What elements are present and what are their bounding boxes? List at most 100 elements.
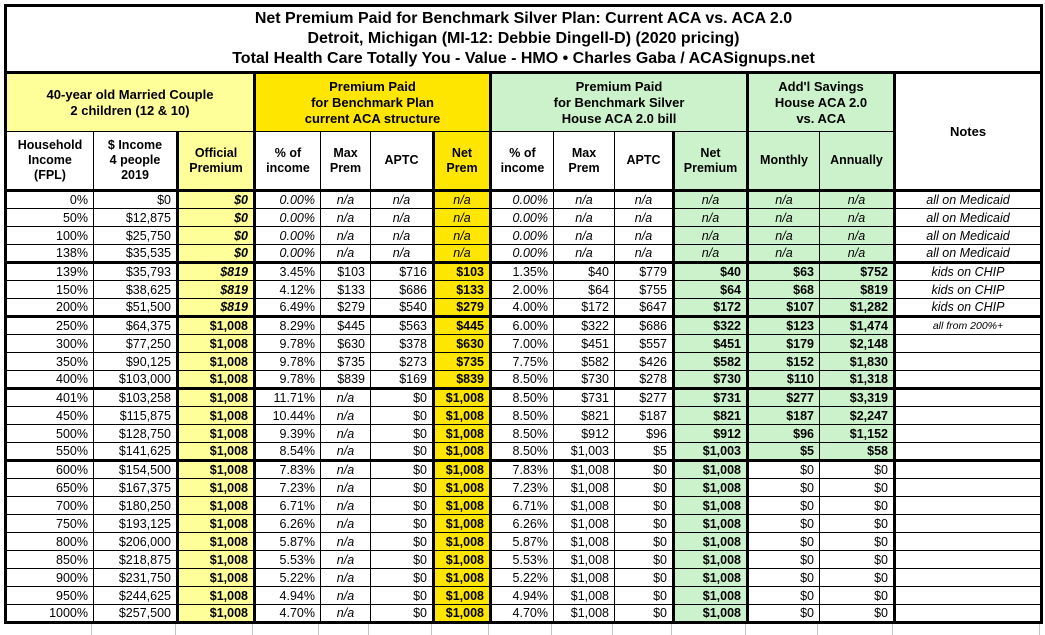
cell-1000%-monthly-savings: $0 bbox=[747, 604, 820, 624]
cell-700%-aca-pct-income: 6.71% bbox=[254, 496, 321, 515]
cell-400%-aca20-net-premium: $730 bbox=[672, 370, 749, 390]
cell-600%-aca20-pct-income: 7.83% bbox=[490, 460, 554, 479]
cell-100%-notes: all on Medicaid bbox=[894, 226, 1042, 245]
cell-250%-aca20-net-premium: $322 bbox=[672, 316, 749, 335]
cell-50%-aca-net-prem: n/a bbox=[432, 208, 492, 227]
cell-900%-aca20-aptc: $0 bbox=[614, 568, 674, 587]
cell-800%-fpl: 800% bbox=[5, 532, 94, 551]
header-official-premium: Official Premium bbox=[176, 131, 256, 192]
cell-800%-aca-aptc: $0 bbox=[370, 532, 434, 551]
title-line-1: Net Premium Paid for Benchmark Silver Pl… bbox=[254, 10, 793, 27]
cell-700%-aca-max-prem: n/a bbox=[320, 496, 371, 515]
cell-139%-monthly-savings: $63 bbox=[747, 262, 820, 281]
cell-0%-fpl: 0% bbox=[5, 190, 94, 209]
table-row: 900% $231,750 $1,008 5.22% n/a $0 $1,008 5.22% $… bbox=[5, 568, 1042, 587]
cell-139%-aca-aptc: $716 bbox=[370, 262, 434, 281]
cell-300%-aca20-pct-income: 7.00% bbox=[490, 334, 554, 353]
cell-950%-annual-savings: $0 bbox=[819, 586, 896, 605]
cell-400%-annual-savings: $1,318 bbox=[819, 370, 896, 390]
cell-150%-notes: kids on CHIP bbox=[894, 280, 1042, 299]
cell-750%-annual-savings: $0 bbox=[819, 514, 896, 533]
gridline-segment bbox=[253, 624, 319, 635]
cell-900%-annual-savings: $0 bbox=[819, 568, 896, 587]
cell-500%-monthly-savings: $96 bbox=[747, 424, 820, 443]
cell-138%-notes: all on Medicaid bbox=[894, 244, 1042, 264]
cell-139%-notes: kids on CHIP bbox=[894, 262, 1042, 281]
cell-650%-aca-aptc: $0 bbox=[370, 478, 434, 497]
cell-550%-aca-net-prem: $1,008 bbox=[432, 442, 492, 462]
cell-350%-income: $90,125 bbox=[93, 352, 178, 371]
cell-50%-aca-max-prem: n/a bbox=[320, 208, 371, 227]
cell-700%-annual-savings: $0 bbox=[819, 496, 896, 515]
cell-650%-monthly-savings: $0 bbox=[747, 478, 820, 497]
cell-600%-monthly-savings: $0 bbox=[747, 460, 820, 479]
cell-350%-fpl: 350% bbox=[5, 352, 94, 371]
cell-700%-aca20-max-prem: $1,008 bbox=[553, 496, 615, 515]
cell-600%-aca-max-prem: n/a bbox=[320, 460, 371, 479]
cell-0%-official-premium: $0 bbox=[176, 190, 256, 209]
column-header-row: Household Income (FPL) $ Income 4 people… bbox=[5, 131, 1042, 192]
cell-0%-monthly-savings: n/a bbox=[747, 190, 820, 209]
gridline-segment bbox=[176, 624, 253, 635]
cell-1000%-aca20-aptc: $0 bbox=[614, 604, 674, 624]
cell-1000%-notes bbox=[894, 604, 1042, 624]
header-group-addl-savings: Add'l Savings House ACA 2.0 vs. ACA bbox=[747, 72, 896, 132]
cell-750%-aca-aptc: $0 bbox=[370, 514, 434, 533]
cell-150%-monthly-savings: $68 bbox=[747, 280, 820, 299]
cell-550%-income: $141,625 bbox=[93, 442, 178, 462]
cell-300%-aca-net-prem: $630 bbox=[432, 334, 492, 353]
cell-401%-notes bbox=[894, 388, 1042, 407]
cell-750%-aca-net-prem: $1,008 bbox=[432, 514, 492, 533]
table-row: 800% $206,000 $1,008 5.87% n/a $0 $1,008 5.87% $… bbox=[5, 532, 1042, 551]
cell-500%-aca20-max-prem: $912 bbox=[553, 424, 615, 443]
table-row: 650% $167,375 $1,008 7.23% n/a $0 $1,008 7.23% $… bbox=[5, 478, 1042, 497]
cell-650%-aca-net-prem: $1,008 bbox=[432, 478, 492, 497]
table-row: 600% $154,500 $1,008 7.83% n/a $0 $1,008 7.83% $… bbox=[5, 460, 1042, 479]
cell-200%-annual-savings: $1,282 bbox=[819, 298, 896, 318]
cell-850%-aca20-net-premium: $1,008 bbox=[672, 550, 749, 569]
cell-450%-aca-pct-income: 10.44% bbox=[254, 406, 321, 425]
cell-200%-aca-pct-income: 6.49% bbox=[254, 298, 321, 318]
cell-300%-aca20-net-premium: $451 bbox=[672, 334, 749, 353]
cell-250%-income: $64,375 bbox=[93, 316, 178, 335]
cell-850%-aca-aptc: $0 bbox=[370, 550, 434, 569]
cell-401%-fpl: 401% bbox=[5, 388, 94, 407]
cell-1000%-fpl: 1000% bbox=[5, 604, 94, 624]
cell-500%-aca20-net-premium: $912 bbox=[672, 424, 749, 443]
cell-500%-annual-savings: $1,152 bbox=[819, 424, 896, 443]
cell-550%-official-premium: $1,008 bbox=[176, 442, 256, 462]
cell-400%-aca-max-prem: $839 bbox=[320, 370, 371, 390]
cell-401%-aca20-pct-income: 8.50% bbox=[490, 388, 554, 407]
cell-950%-monthly-savings: $0 bbox=[747, 586, 820, 605]
header-aca20-net-premium: Net Premium bbox=[672, 131, 749, 192]
table-row: 700% $180,250 $1,008 6.71% n/a $0 $1,008 6.71% $… bbox=[5, 496, 1042, 515]
cell-1000%-income: $257,500 bbox=[93, 604, 178, 624]
cell-200%-official-premium: $819 bbox=[176, 298, 256, 318]
cell-200%-monthly-savings: $107 bbox=[747, 298, 820, 318]
gridline-segment bbox=[893, 624, 1040, 635]
column-group-header-row: 40-year old Married Couple 2 children (1… bbox=[5, 72, 1043, 192]
cell-950%-official-premium: $1,008 bbox=[176, 586, 256, 605]
table-row: 100% $25,750 $0 0.00% n/a n/a n/a 0.00% n/a n/a n/… bbox=[5, 226, 1042, 245]
cell-750%-fpl: 750% bbox=[5, 514, 94, 533]
cell-950%-aca20-pct-income: 4.94% bbox=[490, 586, 554, 605]
cell-300%-aca-aptc: $378 bbox=[370, 334, 434, 353]
cell-750%-aca20-net-premium: $1,008 bbox=[672, 514, 749, 533]
cell-350%-aca-net-prem: $735 bbox=[432, 352, 492, 371]
cell-401%-income: $103,258 bbox=[93, 388, 178, 407]
cell-200%-aca20-net-premium: $172 bbox=[672, 298, 749, 318]
cell-350%-aca-aptc: $273 bbox=[370, 352, 434, 371]
cell-850%-fpl: 850% bbox=[5, 550, 94, 569]
cell-1000%-aca20-pct-income: 4.70% bbox=[490, 604, 554, 624]
cell-138%-annual-savings: n/a bbox=[819, 244, 896, 264]
cell-700%-income: $180,250 bbox=[93, 496, 178, 515]
header-savings-annually: Annually bbox=[819, 131, 896, 192]
cell-600%-aca20-max-prem: $1,008 bbox=[553, 460, 615, 479]
cell-139%-aca-pct-income: 3.45% bbox=[254, 262, 321, 281]
cell-50%-aca20-net-premium: n/a bbox=[672, 208, 749, 227]
gridline-segment bbox=[746, 624, 818, 635]
cell-50%-official-premium: $0 bbox=[176, 208, 256, 227]
cell-550%-aca20-net-premium: $1,003 bbox=[672, 442, 749, 462]
cell-800%-annual-savings: $0 bbox=[819, 532, 896, 551]
cell-500%-income: $128,750 bbox=[93, 424, 178, 443]
